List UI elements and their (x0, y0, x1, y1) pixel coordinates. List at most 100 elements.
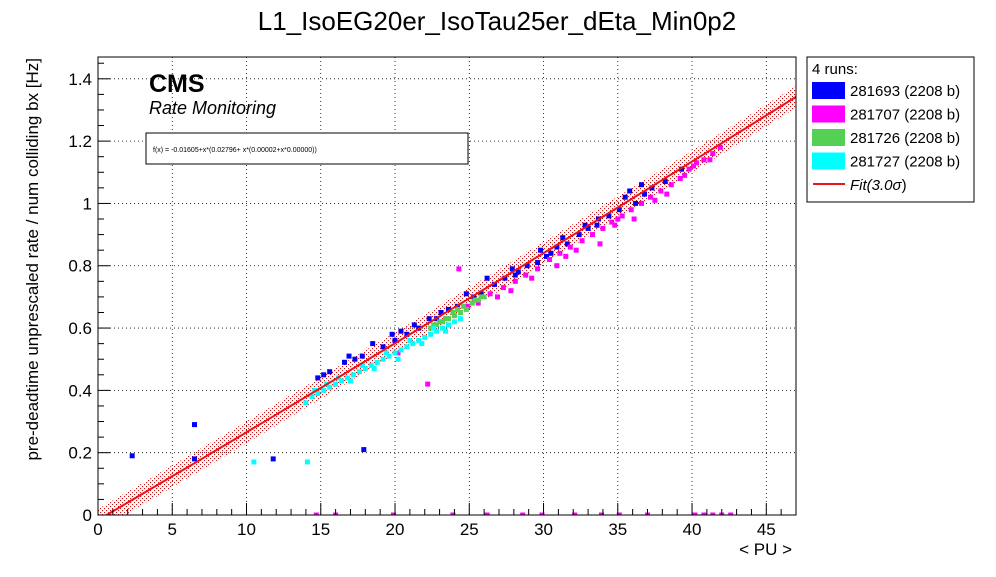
data-point (475, 297, 481, 303)
data-point (451, 313, 457, 319)
data-point (362, 366, 368, 372)
data-point (585, 225, 591, 231)
cms-sublabel: Rate Monitoring (149, 98, 276, 118)
data-point (386, 353, 392, 359)
data-point (443, 316, 448, 322)
data-point (576, 232, 582, 238)
data-point (446, 322, 451, 328)
data-point (495, 294, 500, 300)
data-point (662, 179, 668, 185)
data-point (450, 512, 456, 515)
data-point (484, 275, 490, 281)
data-point (633, 200, 639, 206)
data-point (457, 310, 463, 315)
data-point (524, 263, 530, 269)
data-point (438, 310, 444, 315)
fit-line-group (104, 95, 796, 515)
x-tick-label: 45 (757, 520, 776, 539)
data-point (404, 331, 410, 337)
data-point (315, 391, 321, 396)
data-point (728, 512, 734, 515)
series-4-points (251, 316, 463, 465)
data-point (451, 319, 457, 325)
data-point (350, 372, 356, 378)
series-1-points (129, 166, 685, 462)
legend-swatch (812, 82, 845, 99)
data-point (686, 166, 692, 172)
chart-title: L1_IsoEG20er_IsoTau25er_dEta_Min0p2 (258, 6, 736, 36)
data-point (692, 512, 698, 515)
data-point (192, 422, 197, 428)
data-point (359, 353, 365, 359)
data-point (717, 144, 723, 150)
legend-item: 281726 (2208 b) (812, 129, 960, 147)
data-point (410, 341, 416, 347)
data-point (313, 512, 319, 515)
y-tick-label: 0.2 (68, 444, 92, 463)
y-tick-label: 1.2 (68, 132, 92, 151)
data-point (563, 253, 569, 259)
data-point (512, 278, 518, 284)
data-point (359, 362, 365, 368)
data-point (548, 250, 554, 256)
data-point (642, 191, 647, 197)
data-point (628, 207, 634, 213)
data-point (463, 291, 469, 297)
y-axis: 0 0.2 0.4 0.6 0.8 1 1.2 1.4 (68, 62, 110, 525)
data-point (612, 222, 618, 228)
y-tick-label: 1 (83, 194, 92, 213)
data-point (512, 272, 518, 278)
data-point (327, 369, 333, 375)
y-tick-label: 0.6 (68, 319, 92, 338)
data-point (370, 341, 376, 347)
data-point (694, 160, 699, 166)
legend-header: 4 runs: (812, 61, 858, 78)
data-point (529, 275, 535, 281)
legend-label: 281707 (2208 b) (850, 107, 960, 124)
data-point (398, 347, 404, 353)
legend-swatch (812, 105, 845, 123)
data-point (469, 300, 475, 306)
data-point (345, 375, 350, 381)
data-point (460, 303, 466, 309)
data-point (564, 241, 570, 247)
data-point (395, 356, 401, 362)
data-point (701, 157, 707, 163)
legend-item: 281693 (2208 b) (812, 82, 960, 100)
data-point (404, 344, 410, 350)
data-point (416, 338, 422, 343)
data-point (309, 394, 315, 400)
data-point (535, 266, 541, 272)
x-tick-label: 25 (460, 520, 479, 539)
data-point (391, 512, 396, 515)
fit-formula-box (145, 132, 469, 165)
data-point (129, 453, 135, 459)
legend-swatch (812, 129, 845, 146)
data-point (428, 331, 434, 337)
data-point (615, 216, 621, 222)
data-point (392, 338, 398, 343)
data-point (475, 300, 481, 306)
data-point (572, 512, 578, 515)
x-tick-label: 20 (386, 520, 405, 539)
data-point (616, 512, 622, 515)
data-point (597, 241, 603, 247)
data-point (395, 350, 401, 356)
data-point (599, 512, 604, 515)
data-point (487, 291, 493, 297)
data-point (315, 375, 321, 381)
data-point (520, 512, 526, 515)
data-point (554, 244, 560, 250)
legend-fit-label: Fit(3.0σ) (850, 177, 907, 194)
data-point (348, 378, 353, 384)
data-point (437, 319, 443, 325)
data-point (411, 322, 417, 328)
data-point (594, 222, 600, 228)
data-point (567, 244, 573, 250)
data-point (619, 213, 625, 219)
data-point (554, 263, 560, 269)
data-point (652, 197, 658, 203)
data-point (478, 294, 484, 300)
data-point (450, 310, 456, 315)
fit-line (104, 95, 796, 515)
